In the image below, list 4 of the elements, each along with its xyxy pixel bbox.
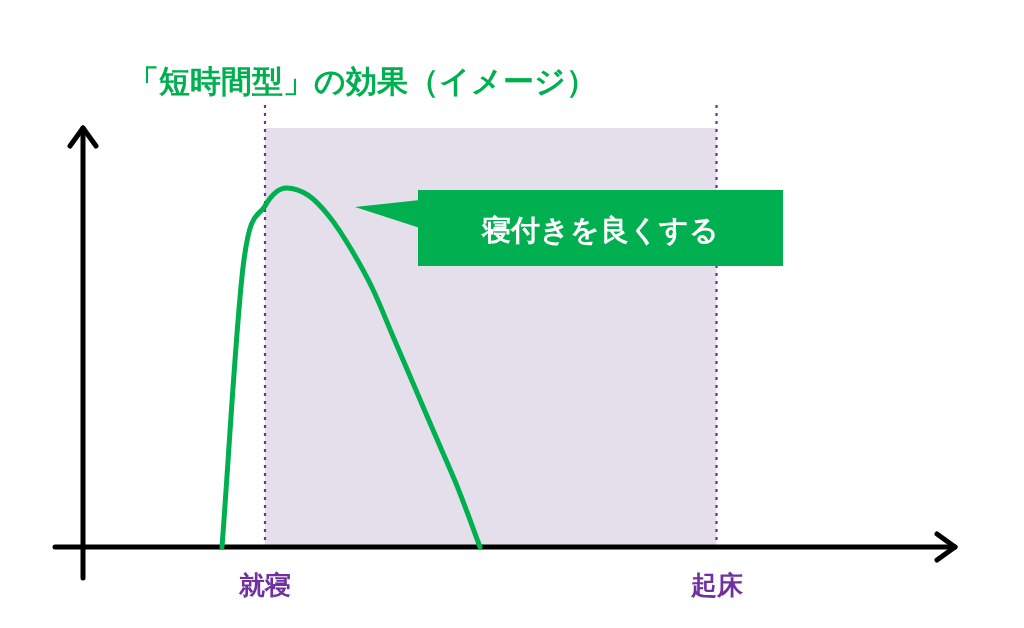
x-tick-label: 起床	[689, 570, 744, 600]
x-tick-label: 就寝	[238, 570, 291, 600]
annotation: 寝付きを良くする	[479, 213, 719, 247]
chart-title: 「短時間型」の効果（イメージ）	[128, 63, 597, 99]
